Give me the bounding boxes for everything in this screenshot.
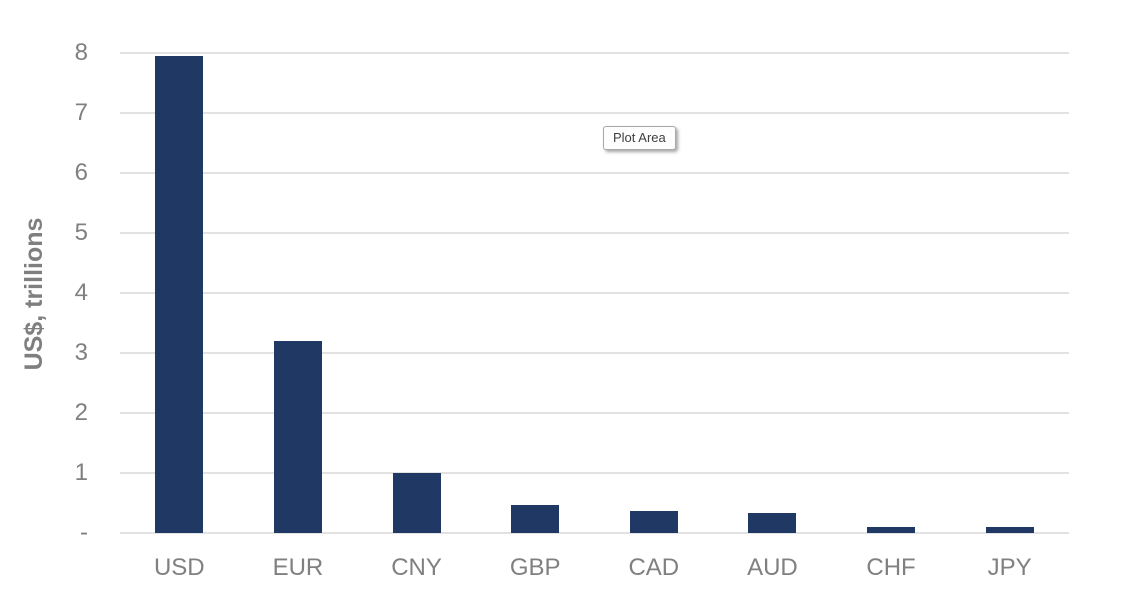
x-axis-label-aud: AUD <box>747 554 798 581</box>
bar-eur[interactable] <box>273 341 322 533</box>
gridline-y-8 <box>120 52 1069 54</box>
x-axis-label-cad: CAD <box>628 554 680 581</box>
bar-gbp[interactable] <box>511 504 560 533</box>
bar-jpy[interactable] <box>985 527 1034 533</box>
gridline-y-7 <box>120 112 1069 114</box>
x-axis-label-cny: CNY <box>391 554 442 581</box>
gridline-y-2 <box>120 412 1069 414</box>
bar-usd[interactable] <box>155 56 204 533</box>
y-tick-label-7: 7 <box>74 99 88 126</box>
bar-aud[interactable] <box>748 512 797 533</box>
y-tick-label-3: 3 <box>74 339 88 366</box>
y-tick-label-8: 8 <box>74 39 88 66</box>
plot-area-tooltip-label: Plot Area <box>613 130 666 145</box>
x-axis-label-jpy: JPY <box>987 554 1032 581</box>
gridline-y-1 <box>120 472 1069 474</box>
gridline-y-6 <box>120 172 1069 174</box>
y-tick-label-5: 5 <box>74 219 88 246</box>
y-tick-label-2: 2 <box>74 399 88 426</box>
y-tick-label-1: 1 <box>74 459 88 486</box>
y-tick-label-6: 6 <box>74 159 88 186</box>
bar-cad[interactable] <box>629 510 678 533</box>
bar-chf[interactable] <box>867 527 916 533</box>
x-axis-label-chf: CHF <box>866 554 916 581</box>
gridline-y-5 <box>120 232 1069 234</box>
plot-area-tooltip: Plot Area <box>603 126 676 150</box>
x-axis-label-usd: USD <box>153 554 205 581</box>
y-tick-label-0: - <box>80 519 88 546</box>
bar-cny[interactable] <box>392 473 441 533</box>
x-axis-label-eur: EUR <box>272 554 324 581</box>
x-axis-label-gbp: GBP <box>509 554 561 581</box>
gridline-y-4 <box>120 292 1069 294</box>
gridline-y-3 <box>120 352 1069 354</box>
gridline-y-0 <box>120 532 1069 534</box>
y-tick-label-4: 4 <box>74 279 88 306</box>
